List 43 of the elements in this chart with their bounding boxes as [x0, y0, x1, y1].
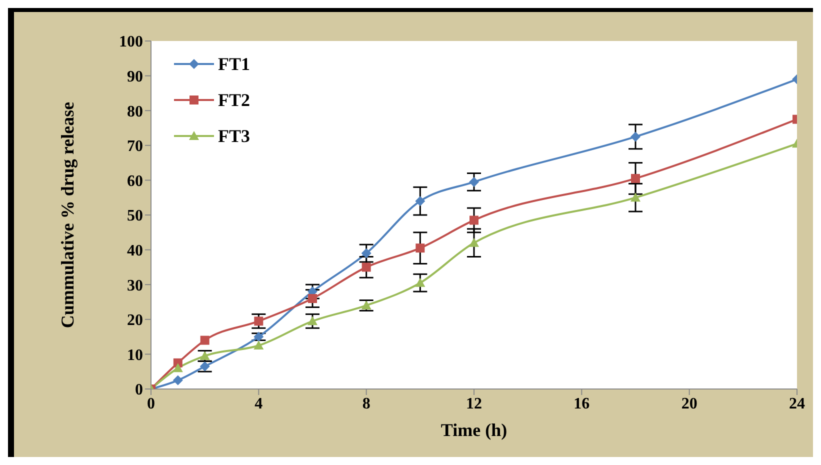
point [470, 216, 478, 225]
point [361, 300, 372, 310]
point [308, 316, 318, 326]
y-tick-label: 0 [135, 382, 143, 399]
y-tick-label: 30 [127, 277, 143, 294]
y-tick-label: 70 [127, 138, 143, 156]
x-tick-label: 8 [362, 395, 370, 412]
point [630, 132, 640, 142]
point [172, 375, 183, 386]
y-tick-label: 100 [119, 34, 143, 51]
point [308, 294, 317, 304]
y-tick-label: 10 [127, 346, 143, 364]
point [200, 336, 210, 345]
x-tick-label: 4 [254, 395, 263, 412]
point [631, 174, 640, 183]
point [361, 248, 372, 258]
x-tick-label: 12 [466, 395, 482, 412]
point [416, 244, 425, 253]
x-tick-label: 24 [789, 395, 805, 412]
y-tick-label: 90 [127, 68, 143, 86]
point [469, 238, 479, 247]
legend-label: FT1 [218, 54, 250, 74]
point [630, 192, 640, 202]
point [254, 332, 264, 342]
point [415, 278, 426, 287]
point [362, 262, 371, 272]
x-tick-label: 0 [147, 395, 155, 412]
point [469, 176, 479, 187]
x-tick-label: 20 [681, 395, 698, 412]
y-tick-label: 50 [127, 208, 143, 225]
y-tick-label: 20 [127, 312, 143, 330]
point [172, 363, 183, 372]
y-tick-label: 80 [127, 103, 143, 120]
x-tick-label: 16 [574, 395, 590, 412]
point [254, 316, 264, 326]
point [254, 340, 264, 350]
point [415, 196, 426, 206]
y-tick-label: 40 [127, 242, 143, 260]
y-axis-title: Cummulative % drug release [57, 102, 78, 328]
y-tick-label: 60 [127, 172, 143, 190]
legend-label: FT3 [218, 126, 250, 146]
legend-label: FT2 [218, 90, 250, 110]
x-axis-title: Time (h) [440, 420, 508, 440]
